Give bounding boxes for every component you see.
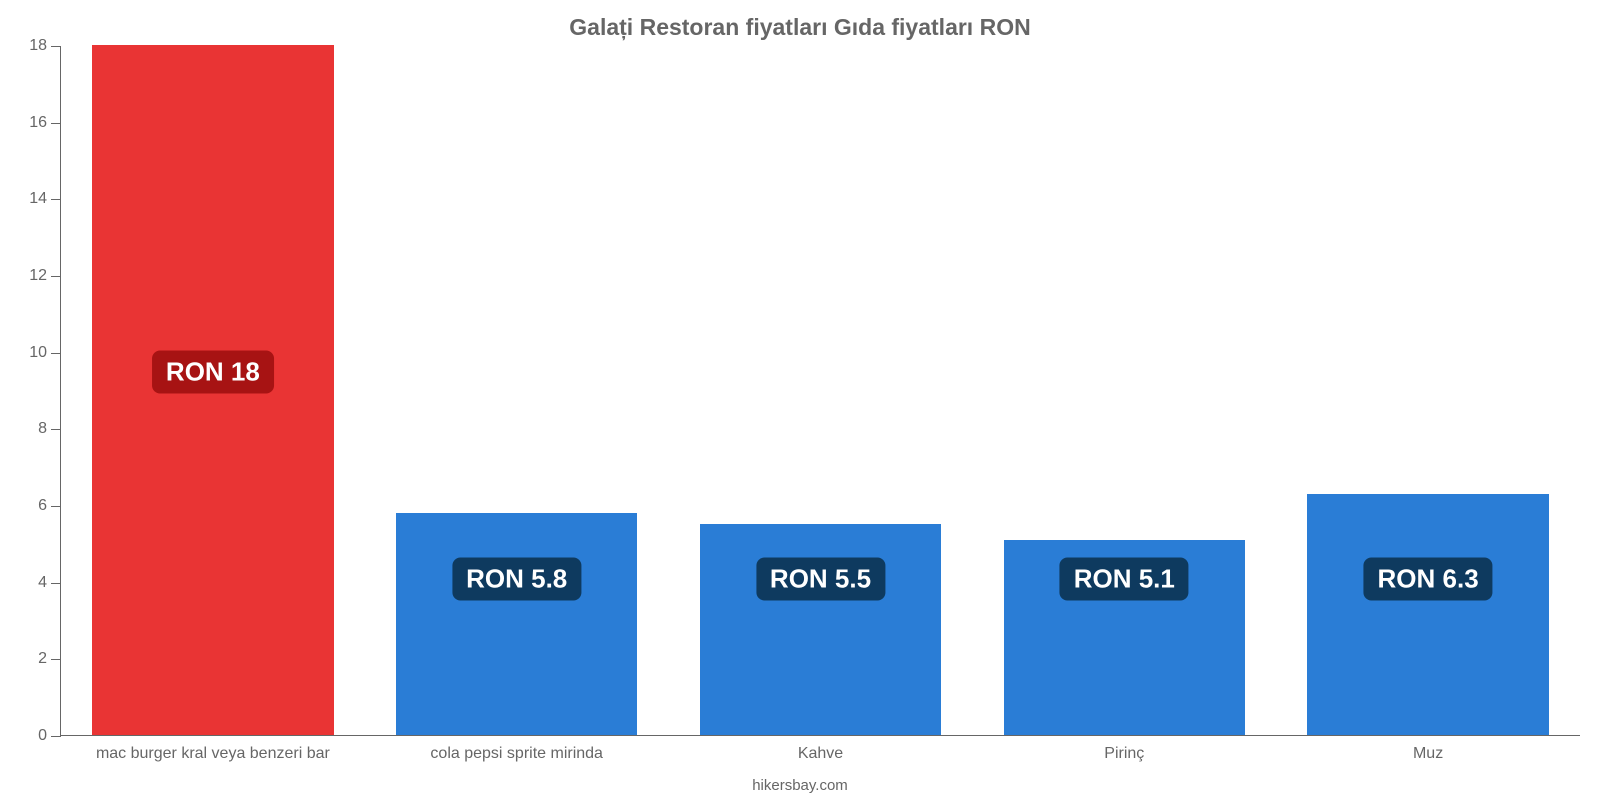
bar — [396, 513, 638, 735]
bars-layer: RON 18 RON 5.8 RON 5.5 RON 5.1 RON 6.3 — [61, 46, 1580, 735]
y-tick-label: 4 — [38, 574, 61, 592]
bar-value-label: RON 5.8 — [452, 557, 581, 600]
y-tick-label: 18 — [29, 37, 61, 55]
x-category-label: Pirinç — [1104, 735, 1144, 763]
x-category-label: Muz — [1413, 735, 1443, 763]
bar — [1307, 494, 1549, 736]
y-tick-label: 14 — [29, 190, 61, 208]
bar-value-label: RON 5.5 — [756, 557, 885, 600]
y-tick-label: 2 — [38, 650, 61, 668]
price-chart: Galați Restoran fiyatları Gıda fiyatları… — [0, 0, 1600, 800]
y-tick-label: 8 — [38, 420, 61, 438]
chart-title: Galați Restoran fiyatları Gıda fiyatları… — [0, 14, 1600, 41]
bar-value-label: RON 6.3 — [1364, 557, 1493, 600]
chart-credit: hikersbay.com — [0, 777, 1600, 794]
y-tick-label: 0 — [38, 727, 61, 745]
x-category-label: Kahve — [798, 735, 843, 763]
plot-area: RON 18RON 5.8RON 5.5RON 5.1RON 6.3 02468… — [60, 46, 1580, 736]
x-category-label: mac burger kral veya benzeri bar — [96, 735, 330, 763]
x-category-label: cola pepsi sprite mirinda — [430, 735, 603, 763]
y-tick-label: 12 — [29, 267, 61, 285]
bar-value-label: RON 18 — [152, 350, 274, 393]
bar-value-label: RON 5.1 — [1060, 557, 1189, 600]
y-tick-label: 6 — [38, 497, 61, 515]
bar — [700, 524, 942, 735]
y-tick-label: 10 — [29, 344, 61, 362]
y-tick-label: 16 — [29, 114, 61, 132]
